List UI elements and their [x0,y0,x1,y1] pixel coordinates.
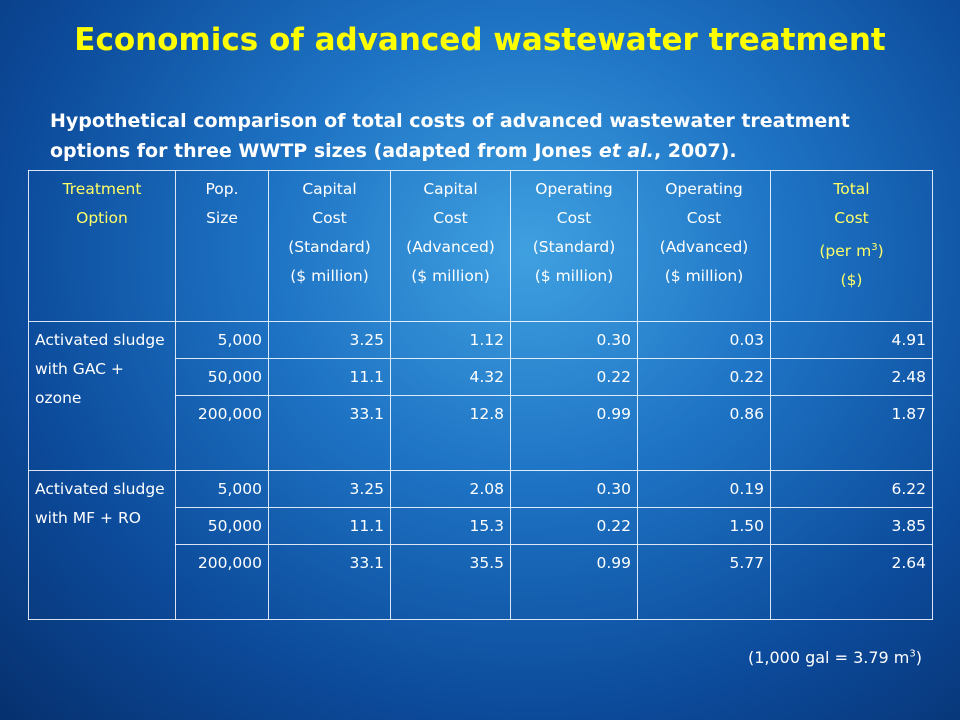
value-cell: 5,000 [175,321,269,359]
header-line: ($) [840,271,863,290]
header-line: ($ million) [664,267,744,285]
table-body: Activated sludge with GAC + ozone 5,000 3.… [28,321,933,620]
subtitle-text: Hypothetical comparison of total costs o… [50,110,850,162]
header-line: (per m3) [777,233,926,266]
value-cell: 33.1 [268,544,391,620]
header-text: (per m [819,242,872,261]
header-line: Treatment [62,180,142,198]
header-cell: Treatment Option [28,170,176,322]
header-line: Operating [535,180,613,198]
value-cell: 2.48 [770,358,933,396]
value-cell: 12.8 [390,395,511,471]
value-cell: 0.99 [510,544,638,620]
table-row: 200,000 33.1 12.8 0.99 0.86 1.87 [29,395,933,471]
header-line: ($ million) [290,267,369,285]
cost-table: Treatment Option Pop. Size Capital Cost (Stand… [28,170,933,620]
value-cell: 1.12 [390,321,511,359]
value-cell: 0.30 [510,321,638,359]
header-line: (Advanced) [659,238,749,256]
footnote-text: ) [915,648,922,667]
value-cell: 11.1 [268,358,391,396]
footnote-sup: 3 [909,648,916,660]
header-line: (Standard) [532,238,616,256]
header-line: Capital [302,180,357,198]
value-cell: 4.32 [390,358,511,396]
subtitle: Hypothetical comparison of total costs o… [50,106,910,166]
header-line: (Advanced) [406,238,495,256]
value-cell: 6.22 [770,470,933,508]
value-cell: 5,000 [175,470,269,508]
footnote-text: (1,000 gal = 3.79 m [747,648,910,667]
header-cell: Pop. Size [175,170,269,322]
value-cell: 200,000 [175,544,269,620]
value-cell: 5.77 [637,544,771,620]
value-cell: 0.22 [510,507,638,545]
slide-title: Economics of advanced wastewater treatme… [74,22,886,58]
header-cell: Operating Cost (Advanced) ($ million) [637,170,771,322]
footnote: (1,000 gal = 3.79 m3) [748,648,922,667]
value-cell: 15.3 [390,507,511,545]
value-cell: 2.64 [770,544,933,620]
header-cell: Operating Cost (Standard) ($ million) [510,170,638,322]
value-cell: 0.30 [510,470,638,508]
value-cell: 200,000 [175,395,269,471]
value-cell: 1.50 [637,507,771,545]
header-line: (Standard) [288,238,371,256]
value-cell: 3.85 [770,507,933,545]
header-line: Cost [556,209,592,227]
value-cell: 11.1 [268,507,391,545]
value-cell: 50,000 [175,358,269,396]
value-cell: 0.22 [637,358,771,396]
header-line: Option [76,209,128,227]
option-cell: Activated sludge with GAC + ozone [28,321,176,471]
value-cell: 0.19 [637,470,771,508]
value-cell: 1.87 [770,395,933,471]
subtitle-text: , 2007). [653,140,737,162]
value-cell: 0.99 [510,395,638,471]
value-cell: 33.1 [268,395,391,471]
table-row: Activated sludge with MF + RO 5,000 3.25 2.… [28,470,933,620]
header-line: Operating [665,180,743,198]
table-row: 50,000 11.1 15.3 0.22 1.50 3.85 [29,507,933,545]
header-cell: Total Cost (per m3) ($) [770,170,933,322]
value-cell: 35.5 [390,544,511,620]
value-cell: 0.22 [510,358,638,396]
header-cell: Capital Cost (Advanced) ($ million) [390,170,511,322]
value-cell: 0.86 [637,395,771,471]
header-line: Pop. [205,180,239,198]
value-cell: 2.08 [390,470,511,508]
header-line: Cost [834,209,869,227]
header-line: Total [833,180,870,198]
value-cell: 50,000 [175,507,269,545]
header-line: ($ million) [534,267,614,285]
value-cell: 3.25 [268,470,391,508]
table-row: Activated sludge with GAC + ozone 5,000 3.… [28,321,933,471]
header-text: ) [877,242,884,261]
header-line: Capital [423,180,478,198]
header-line: Size [206,209,238,227]
value-cell: 0.03 [637,321,771,359]
header-sup: 3 [871,242,878,253]
header-line: Cost [433,209,468,227]
value-cell: 4.91 [770,321,933,359]
header-cell: Capital Cost (Standard) ($ million) [268,170,391,322]
header-line: Cost [312,209,347,227]
table-row: 200,000 33.1 35.5 0.99 5.77 2.64 [29,544,933,620]
value-cell: 3.25 [268,321,391,359]
option-cell: Activated sludge with MF + RO [28,470,176,620]
header-row: Treatment Option Pop. Size Capital Cost (Stand… [28,170,933,322]
table-row: 50,000 11.1 4.32 0.22 0.22 2.48 [29,358,933,396]
header-line: ($ million) [411,267,490,285]
header-line: Cost [686,209,722,227]
subtitle-italic: et al. [598,140,654,162]
